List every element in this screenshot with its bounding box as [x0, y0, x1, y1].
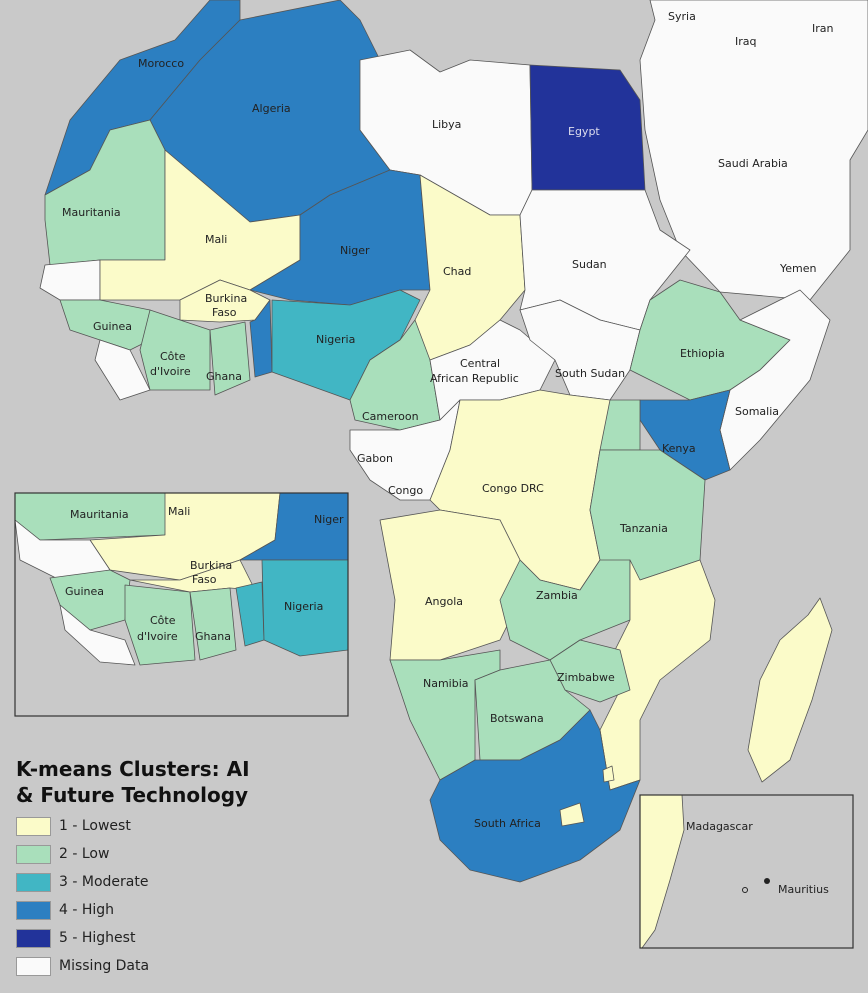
inset-label-mauritania: Mauritania	[70, 508, 129, 521]
region-southsudan	[519, 299, 641, 401]
label-cotedivoire-2: d'Ivoire	[150, 365, 191, 378]
region-cotedivoire	[139, 309, 211, 391]
label-egypt: Egypt	[568, 125, 600, 138]
label-mauritius: Mauritius	[778, 883, 829, 896]
legend-title-line2: & Future Technology	[16, 783, 249, 807]
legend-label: 4 - High	[59, 902, 115, 918]
inset-label-guinea: Guinea	[65, 585, 104, 598]
legend-swatch	[16, 956, 51, 976]
inset-ghana	[189, 587, 237, 661]
label-algeria: Algeria	[252, 102, 291, 115]
region-sierra-leone-liberia	[94, 339, 151, 401]
legend-swatch	[16, 816, 51, 836]
legend-swatch	[16, 872, 51, 892]
inset-sierra-leone	[59, 604, 136, 666]
legend-label: Missing Data	[59, 958, 150, 974]
region-senegal	[39, 259, 101, 301]
inset-label-mali: Mali	[168, 505, 190, 518]
label-guinea: Guinea	[93, 320, 132, 333]
label-morocco: Morocco	[138, 57, 184, 70]
label-ethiopia: Ethiopia	[680, 347, 725, 360]
label-ghana: Ghana	[206, 370, 242, 383]
label-kenya: Kenya	[662, 442, 696, 455]
legend-item-highest: 5 - Highest	[16, 924, 286, 952]
legend-label: 1 - Lowest	[59, 818, 131, 834]
legend-swatch	[16, 928, 51, 948]
label-nigeria: Nigeria	[316, 333, 355, 346]
legend-item-low: 2 - Low	[16, 840, 286, 868]
region-kenya	[639, 389, 731, 481]
legend-label: 5 - Highest	[59, 930, 136, 946]
label-car-2: African Republic	[430, 372, 519, 385]
label-burkina-1: Burkina	[205, 292, 247, 305]
legend-item-moderate: 3 - Moderate	[16, 868, 286, 896]
inset-label-burkina-2: Faso	[192, 573, 217, 586]
label-drc: Congo DRC	[482, 482, 544, 495]
legend-label: 3 - Moderate	[59, 874, 149, 890]
inset-frame-right	[639, 794, 854, 949]
label-mauritania: Mauritania	[62, 206, 121, 219]
label-libya: Libya	[432, 118, 461, 131]
label-somalia: Somalia	[735, 405, 779, 418]
label-iran: Iran	[812, 22, 834, 35]
label-southafrica: South Africa	[474, 817, 541, 830]
label-syria: Syria	[668, 10, 696, 23]
label-botswana: Botswana	[490, 712, 544, 725]
region-eswatini	[602, 765, 615, 783]
label-car-1: Central	[460, 357, 500, 370]
legend-label: 2 - Low	[59, 846, 110, 862]
legend-swatch	[16, 900, 51, 920]
region-ghana	[209, 321, 251, 396]
label-saudi: Saudi Arabia	[718, 157, 788, 170]
label-zimbabwe: Zimbabwe	[557, 671, 615, 684]
legend: K-means Clusters: AI & Future Technology…	[16, 756, 286, 980]
label-cameroon: Cameroon	[362, 410, 419, 423]
region-southafrica	[429, 709, 641, 883]
inset-label-ghana: Ghana	[195, 630, 231, 643]
region-angola	[379, 509, 521, 661]
legend-swatch	[16, 844, 51, 864]
inset-label-cotedivoire-2: d'Ivoire	[137, 630, 178, 643]
inset-frame	[14, 492, 349, 717]
inset-cotedivoire	[124, 584, 196, 666]
legend-item-high: 4 - High	[16, 896, 286, 924]
mauritius-marker	[764, 878, 770, 884]
label-sudan: Sudan	[572, 258, 607, 271]
region-egypt	[529, 64, 646, 191]
label-gabon: Gabon	[357, 452, 393, 465]
inset-label-cotedivoire-1: Côte	[150, 614, 176, 627]
legend-item-lowest: 1 - Lowest	[16, 812, 286, 840]
legend-title-line1: K-means Clusters: AI	[16, 757, 250, 781]
label-burkina-2: Faso	[212, 306, 237, 319]
west-africa-inset	[14, 492, 349, 717]
label-chad: Chad	[443, 265, 471, 278]
label-namibia: Namibia	[423, 677, 469, 690]
label-congo: Congo	[388, 484, 423, 497]
inset-label-niger: Niger	[314, 513, 344, 526]
label-madagascar: Madagascar	[686, 820, 753, 833]
reunion-marker	[742, 887, 748, 893]
label-angola: Angola	[425, 595, 463, 608]
legend-item-missing: Missing Data	[16, 952, 286, 980]
inset-label-burkina-1: Burkina	[190, 559, 232, 572]
label-southsudan: South Sudan	[555, 367, 625, 380]
region-lesotho	[559, 802, 585, 827]
label-iraq: Iraq	[735, 35, 757, 48]
label-niger: Niger	[340, 244, 370, 257]
label-mali: Mali	[205, 233, 227, 246]
label-cotedivoire-1: Côte	[160, 350, 186, 363]
inset-label-nigeria: Nigeria	[284, 600, 323, 613]
region-guinea	[59, 299, 151, 351]
madagascar-inset	[639, 794, 854, 949]
label-yemen: Yemen	[779, 262, 817, 275]
region-madagascar	[747, 597, 833, 783]
label-tanzania: Tanzania	[619, 522, 668, 535]
inset-nigeria	[261, 559, 349, 657]
region-togo-benin	[249, 299, 273, 378]
label-zambia: Zambia	[536, 589, 578, 602]
